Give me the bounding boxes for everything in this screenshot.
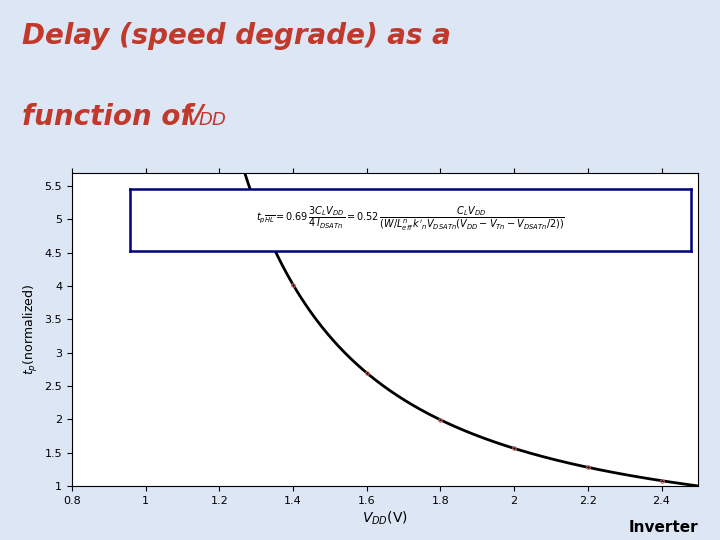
X-axis label: $V_{DD}$(V): $V_{DD}$(V) (362, 510, 408, 527)
Text: Inverter: Inverter (629, 519, 698, 535)
Text: Delay (speed degrade) as a: Delay (speed degrade) as a (22, 22, 451, 50)
Text: $t_{p\overline{HL}} = 0.69\,\dfrac{3C_L V_{DD}}{4\,I_{DSATn}} = 0.52\,\dfrac{C_L: $t_{p\overline{HL}} = 0.69\,\dfrac{3C_L … (256, 205, 565, 233)
Y-axis label: $t_p$(normalized): $t_p$(normalized) (22, 284, 40, 375)
Text: function of: function of (22, 103, 202, 131)
Text: $\mathit{V}$: $\mathit{V}$ (184, 103, 206, 131)
Text: $\mathit{DD}$: $\mathit{DD}$ (198, 111, 227, 129)
